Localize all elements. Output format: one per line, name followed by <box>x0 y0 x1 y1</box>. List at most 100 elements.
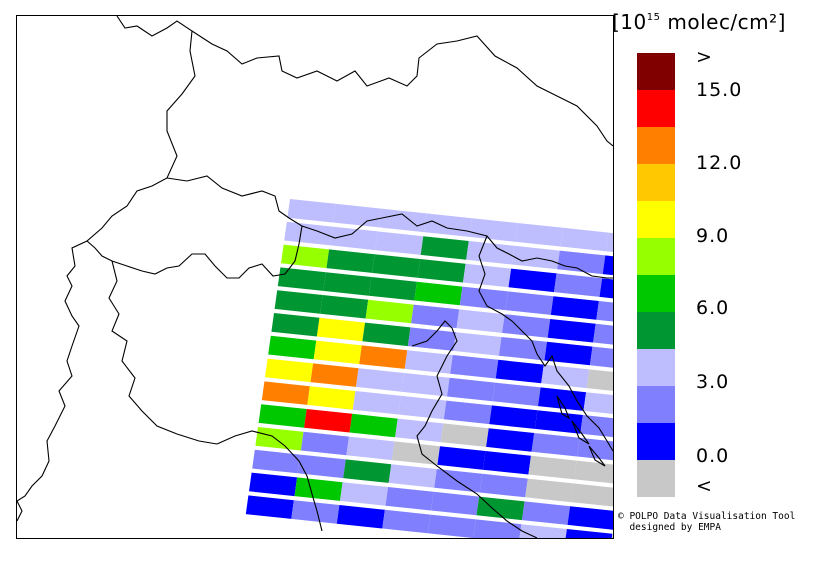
swath-pixel <box>365 299 414 324</box>
swath-pixel <box>411 304 460 329</box>
swath-pixel <box>505 291 554 315</box>
swath-pixel <box>565 529 613 538</box>
swath-pixel <box>567 506 613 530</box>
swath-pixel <box>538 387 587 411</box>
legend-label: 9.0 <box>696 225 730 247</box>
swath-pixel <box>434 469 483 493</box>
coastline-ligurian <box>216 430 323 532</box>
swath-pixel <box>417 259 466 283</box>
swath-pixel <box>281 244 330 269</box>
swath-pixel <box>473 519 522 538</box>
credit-line-1: © POLPO Data Visualisation Tool <box>618 511 796 522</box>
swath-pixel <box>336 505 385 529</box>
swath-pixel <box>310 363 359 387</box>
swath-pixel <box>495 359 544 384</box>
swath-pixel <box>423 213 472 237</box>
swath-pixel <box>443 400 492 425</box>
swath-pixel <box>375 231 424 255</box>
swath-pixel <box>570 483 613 507</box>
swath-pixel <box>249 472 298 497</box>
swath-pixel <box>525 478 574 503</box>
swath-pixel <box>356 368 405 392</box>
legend-swatch <box>637 53 675 90</box>
swath-pixel <box>486 428 535 452</box>
border-switzerland <box>86 175 303 279</box>
swath-pixel <box>557 250 606 275</box>
legend-swatch <box>637 460 675 497</box>
legend-swatch <box>637 164 675 201</box>
legend-swatch <box>637 312 675 349</box>
swath-pixel <box>382 509 431 534</box>
swath-pixel <box>453 332 502 356</box>
credit-line-2: designed by EMPA <box>618 522 721 533</box>
swath-pixel <box>252 449 301 474</box>
swath-pixel <box>511 245 560 270</box>
swath-pixel <box>605 232 613 253</box>
swath-pixel <box>440 423 489 447</box>
swath-pixel <box>385 487 434 511</box>
border-corsica-edge <box>17 500 23 522</box>
swath-pixel <box>498 337 547 361</box>
coastline-istria <box>521 330 613 452</box>
swath-pixel <box>476 496 525 521</box>
swath-pixel <box>261 381 310 405</box>
swath-pixel <box>407 327 456 351</box>
swath-pixel <box>359 345 408 369</box>
swath-pixel <box>427 514 476 538</box>
swath-pixel <box>362 322 411 347</box>
swath-pixel <box>274 290 323 314</box>
swath-pixel <box>398 395 447 420</box>
swath-pixel <box>599 278 613 299</box>
swath-pixel <box>340 482 389 506</box>
swath-pixel <box>388 464 437 488</box>
swath-pixel <box>378 208 427 233</box>
swath-pixel <box>534 410 583 434</box>
swath-pixel <box>277 267 326 291</box>
swath-pixel <box>372 254 421 278</box>
map-canvas <box>17 16 613 538</box>
coastline-islands-1 <box>556 395 571 420</box>
swath-pixel <box>554 273 603 297</box>
swath-pixel <box>611 533 613 538</box>
border-austria-italy <box>301 213 613 279</box>
legend-label: < <box>696 475 713 497</box>
swath-pixel <box>580 415 613 438</box>
swath-pixel <box>313 340 362 365</box>
swath-pixel <box>349 413 398 438</box>
swath-pixel <box>245 495 294 519</box>
legend-swatch <box>637 90 675 127</box>
swath-pixel <box>368 277 417 301</box>
swath-pixel <box>300 431 349 456</box>
swath-pixel <box>528 455 577 480</box>
swath-pixel <box>573 460 613 484</box>
swath-pixel <box>456 309 505 333</box>
swath-pixel <box>346 436 395 461</box>
swath-pixel <box>329 226 378 251</box>
swath-pixel <box>544 341 593 366</box>
swath-pixel <box>265 358 314 383</box>
legend-swatch <box>637 127 675 164</box>
swath-pixel <box>586 369 613 391</box>
swath-pixel <box>492 382 541 407</box>
swath-pixel <box>297 454 346 479</box>
swath-pixel <box>479 473 528 498</box>
swath-pixel <box>596 301 613 322</box>
swath-pixel <box>401 373 450 397</box>
legend-swatch <box>637 349 675 386</box>
legend-swatch <box>637 386 675 423</box>
legend-unit-label: [1015 molec/cm²] <box>612 10 786 34</box>
legend-label: 6.0 <box>696 297 730 319</box>
swath-pixel <box>284 221 333 246</box>
swath-pixel <box>531 433 580 457</box>
swath-pixel <box>332 203 381 228</box>
swath-pixel <box>547 319 596 343</box>
swath-pixel <box>482 451 531 475</box>
swath-pixel <box>577 437 613 461</box>
swath-pixel <box>320 295 369 319</box>
swath-pixel <box>404 350 453 374</box>
swath-pixel <box>287 199 336 223</box>
credit-text: © POLPO Data Visualisation Tool designed… <box>618 511 795 533</box>
swath-pixel <box>469 218 518 242</box>
color-scale-bar <box>637 53 675 497</box>
swath-pixel <box>508 268 557 293</box>
